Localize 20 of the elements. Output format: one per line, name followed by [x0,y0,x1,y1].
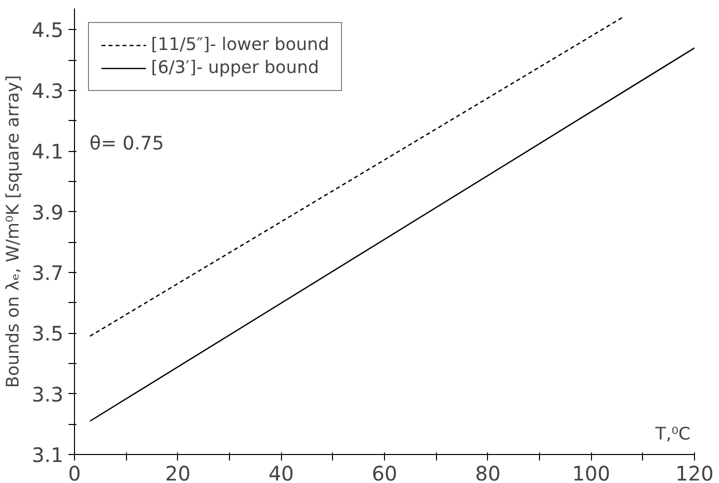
y-tick-label: 4.1 [32,140,64,164]
y-tick-label: 4.5 [32,18,64,42]
y-axis-title: Bounds on λₑ, W/m⁰K [square array] [4,75,24,388]
y-tick-label: 3.3 [32,382,64,406]
x-tick-label: 0 [68,462,81,483]
y-tick-label: 3.9 [32,200,64,224]
x-axis-title: T,⁰C [654,424,690,444]
y-tick-label: 3.1 [32,443,64,467]
x-tick-label: 40 [268,462,294,483]
x-tick-label: 120 [675,462,714,483]
y-tick-label: 3.5 [32,322,64,346]
legend-label: [11/5″]- lower bound [151,35,330,55]
x-tick-label: 60 [372,462,398,483]
annotation: θ= 0.75 [90,134,164,154]
x-tick-label: 80 [475,462,501,483]
legend-label: [6/3′]- upper bound [151,58,319,78]
y-tick-label: 3.7 [32,260,64,285]
y-tick-label: 4.3 [32,78,64,103]
x-tick-label: 100 [572,462,610,483]
x-tick-label: 20 [165,462,191,483]
